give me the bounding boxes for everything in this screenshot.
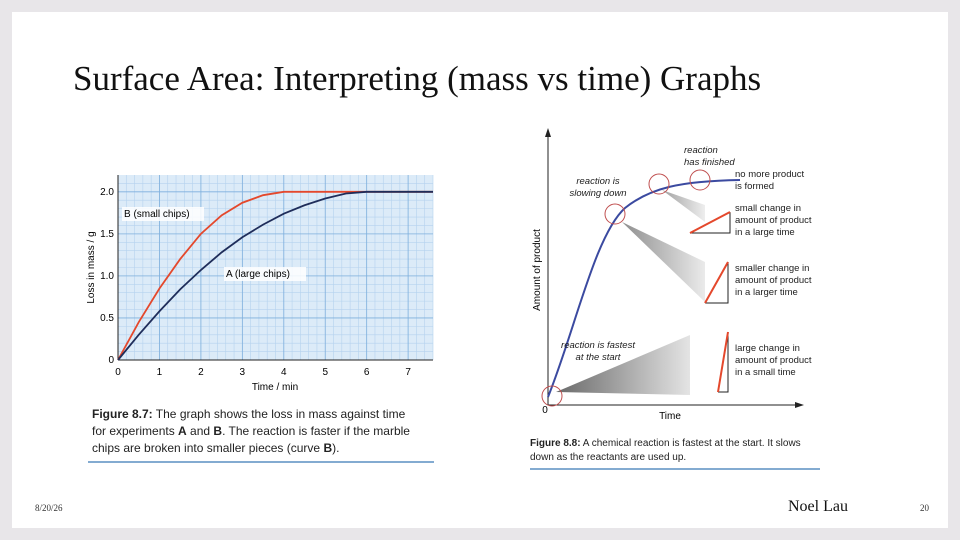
circle bbox=[689, 169, 711, 191]
note: large change in bbox=[735, 343, 800, 354]
caption-text: A bbox=[178, 424, 187, 438]
zoom-cone bbox=[622, 222, 705, 302]
x-label: Time / min bbox=[252, 382, 298, 393]
note: in a small time bbox=[735, 367, 796, 378]
caption-text: for experiments bbox=[92, 424, 178, 438]
note: amount of product bbox=[735, 275, 812, 286]
arrow bbox=[545, 128, 551, 137]
x-tick-label: 7 bbox=[405, 367, 411, 378]
circle bbox=[648, 173, 670, 195]
slide-title: Surface Area: Interpreting (mass vs time… bbox=[73, 59, 761, 98]
caption-text: A chemical reaction is fastest at the st… bbox=[581, 438, 801, 449]
triangle bbox=[705, 262, 729, 304]
x-tick-label: 4 bbox=[281, 367, 287, 378]
date: 8/20/26 bbox=[35, 503, 63, 513]
caption-line: chips are broken into smaller pieces (cu… bbox=[92, 441, 339, 455]
triangle bbox=[689, 211, 731, 234]
triangle bbox=[690, 212, 731, 234]
series-label: B (small chips) bbox=[124, 209, 190, 220]
note: amount of product bbox=[735, 215, 812, 226]
x-tick-label: 0 bbox=[115, 367, 121, 378]
y-tick-label: 1.5 bbox=[100, 229, 114, 240]
note: reaction bbox=[684, 145, 718, 156]
note: reaction is fastest bbox=[561, 340, 635, 351]
caption-text: ). bbox=[332, 441, 339, 455]
caption-line: down as the reactants are used up. bbox=[530, 452, 686, 463]
x-label: Time bbox=[659, 411, 681, 422]
label-bg bbox=[122, 207, 204, 221]
origin: 0 bbox=[542, 405, 548, 416]
x-tick-label: 5 bbox=[322, 367, 328, 378]
note: in a large time bbox=[735, 227, 795, 238]
arrow bbox=[795, 402, 804, 408]
caption-line: Figure 8.7: The graph shows the loss in … bbox=[92, 407, 406, 421]
caption-text: B bbox=[213, 424, 222, 438]
note: small change in bbox=[735, 203, 801, 214]
y-tick-label: 1.0 bbox=[100, 271, 114, 282]
note: is formed bbox=[735, 181, 774, 192]
zoom-cone bbox=[662, 190, 705, 222]
triangle bbox=[718, 332, 729, 393]
line bbox=[117, 190, 433, 361]
y-tick-label: 0.5 bbox=[100, 313, 114, 324]
note: amount of product bbox=[735, 355, 812, 366]
circle bbox=[541, 385, 563, 407]
caption-text: down as the reactants are used up. bbox=[530, 452, 686, 463]
caption-line: Figure 8.8: A chemical reaction is faste… bbox=[530, 438, 801, 449]
x-tick-label: 1 bbox=[157, 367, 163, 378]
note: no more product bbox=[735, 169, 805, 180]
page-number: 20 bbox=[920, 503, 930, 513]
x-tick-label: 2 bbox=[198, 367, 204, 378]
circle bbox=[604, 203, 626, 225]
caption-text: Figure 8.7: bbox=[92, 407, 153, 421]
author: Noel Lau bbox=[788, 498, 848, 515]
caption-text: chips are broken into smaller pieces (cu… bbox=[92, 441, 323, 455]
y-label: Loss in mass / g bbox=[86, 231, 97, 303]
note: smaller change in bbox=[735, 263, 809, 274]
y-tick-label: 0 bbox=[108, 355, 114, 366]
zoom-cone bbox=[556, 335, 690, 395]
x-tick-label: 6 bbox=[364, 367, 370, 378]
caption-text: . The reaction is faster if the marble bbox=[222, 424, 410, 438]
x-tick-label: 3 bbox=[240, 367, 246, 378]
figure-right: Amount of product Time 0 Figure 8.8: A c… bbox=[530, 128, 820, 470]
note: in a larger time bbox=[735, 287, 798, 298]
curve bbox=[547, 179, 741, 398]
note: reaction is bbox=[576, 176, 620, 187]
caption-text: The graph shows the loss in mass against… bbox=[153, 407, 406, 421]
series-label: A (large chips) bbox=[226, 269, 290, 280]
note: at the start bbox=[576, 352, 621, 363]
figure-left: 0 1 2 3 4 5 6 7 0 0.5 1.0 1.5 2.0 Time / min Loss in m… bbox=[86, 175, 434, 463]
caption-text: Figure 8.8: bbox=[530, 438, 581, 449]
triangle bbox=[704, 261, 729, 304]
caption-text: B bbox=[323, 441, 332, 455]
y-label: Amount of product bbox=[532, 229, 543, 311]
note: has finished bbox=[684, 157, 735, 168]
label-bg bbox=[224, 267, 306, 281]
triangle bbox=[717, 331, 729, 393]
caption-line: for experiments A and B. The reaction is… bbox=[92, 424, 410, 438]
y-tick-label: 2.0 bbox=[100, 187, 114, 198]
note: slowing down bbox=[569, 188, 626, 199]
caption-text: and bbox=[187, 424, 214, 438]
